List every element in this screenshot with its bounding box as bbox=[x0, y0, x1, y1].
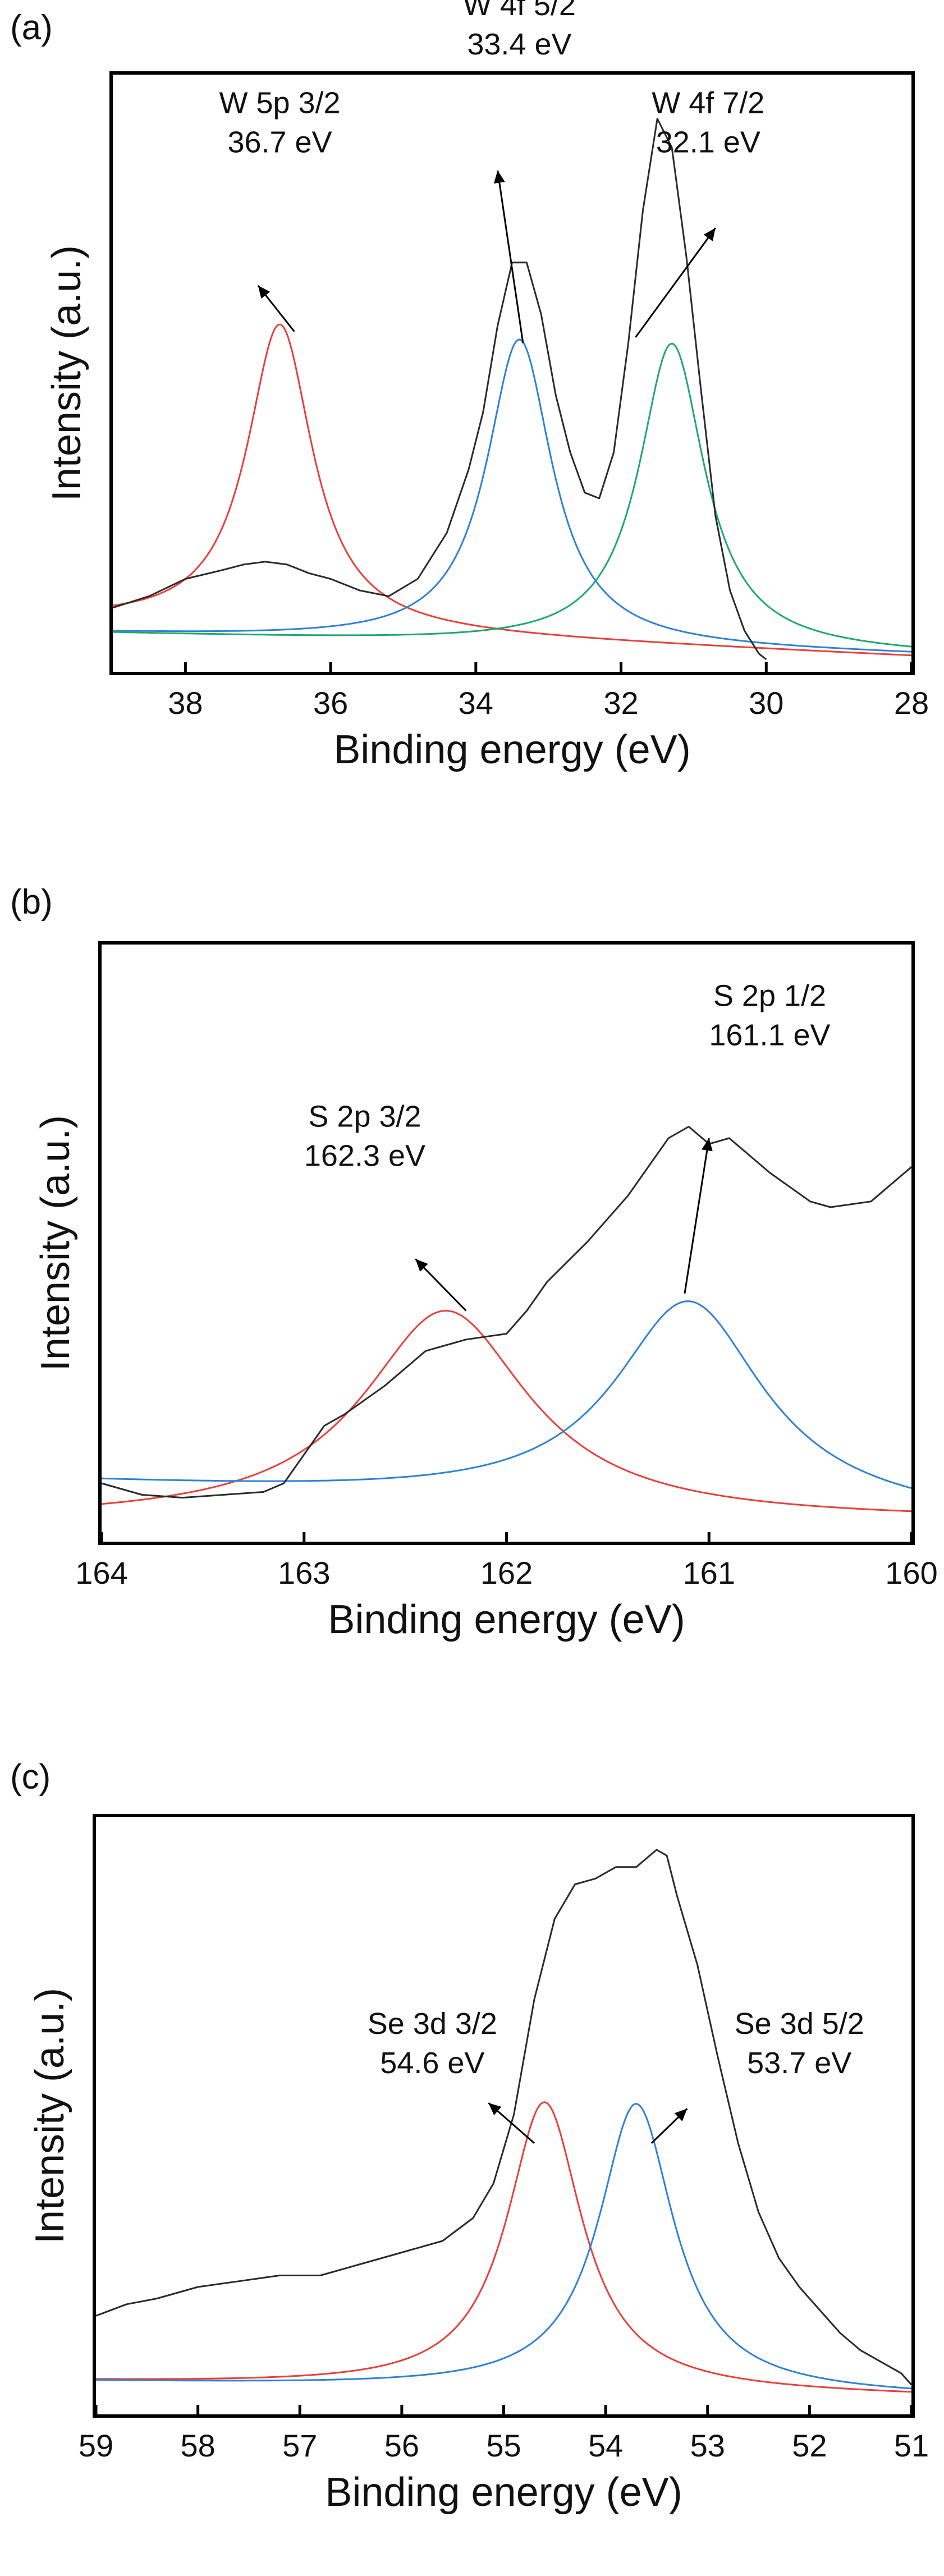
peak-annotation: S 2p 3/2 162.3 eV bbox=[304, 1100, 467, 1312]
peak-annotation-name: Se 3d 3/2 bbox=[368, 2007, 497, 2041]
x-tick-label: 52 bbox=[792, 2428, 827, 2463]
series-line-envelope bbox=[112, 118, 767, 661]
peak-annotation: W 5p 3/2 36.7 eV bbox=[219, 86, 341, 332]
y-axis-label: Intensity (a.u.) bbox=[33, 1115, 78, 1371]
panel-label: (a) bbox=[10, 8, 53, 47]
plot-frame bbox=[109, 71, 915, 675]
series-line-w-4f-5-2-fit bbox=[113, 338, 912, 653]
x-tick-label: 53 bbox=[690, 2428, 725, 2463]
peak-annotation-name: S 2p 3/2 bbox=[308, 1100, 421, 1134]
x-tick-label: 36 bbox=[313, 685, 348, 721]
peak-annotation: Se 3d 3/2 54.6 eV bbox=[368, 2007, 535, 2144]
series-line-se-3d-3-2-fit bbox=[96, 2101, 912, 2393]
annotation-arrow-head bbox=[674, 2109, 688, 2121]
x-tick-label: 55 bbox=[486, 2428, 521, 2463]
series-line-w-5p-3-2-fit bbox=[112, 323, 912, 657]
annotation-arrow-shaft bbox=[684, 1138, 710, 1294]
peak-annotation-energy: 53.7 eV bbox=[747, 2046, 851, 2080]
peak-annotation-energy: 54.6 eV bbox=[380, 2046, 484, 2080]
x-tick-label: 34 bbox=[459, 685, 493, 721]
peak-annotation: Se 3d 5/2 53.7 eV bbox=[650, 2007, 864, 2144]
x-axis-label: Binding energy (eV) bbox=[325, 2470, 682, 2515]
panel-b: (b) 164 163 162 161 160 Binding energy (eV) Int… bbox=[10, 883, 938, 1642]
panel-a: (a) 38 36 34 32 30 28 Binding energy (eV) Intens… bbox=[10, 0, 929, 772]
y-axis-label: Intensity (a.u.) bbox=[44, 245, 89, 501]
x-tick-label: 32 bbox=[603, 685, 638, 721]
annotation-arrow-shaft bbox=[497, 170, 524, 343]
series-line-se-3d-5-2-fit bbox=[96, 2103, 912, 2390]
x-tick-label: 38 bbox=[168, 685, 203, 721]
peak-annotation-energy: 162.3 eV bbox=[304, 1139, 425, 1173]
y-axis-label: Intensity (a.u.) bbox=[28, 1988, 72, 2244]
peak-annotation-energy: 36.7 eV bbox=[227, 125, 332, 159]
peak-annotation-name: Se 3d 5/2 bbox=[735, 2007, 864, 2041]
series-line-w-4f-7-2-fit bbox=[112, 342, 912, 648]
x-tick-label: 59 bbox=[79, 2428, 113, 2463]
annotation-arrow-head bbox=[703, 228, 716, 241]
annotation-arrow-head bbox=[488, 2103, 502, 2116]
annotation-arrow-shaft bbox=[635, 227, 716, 338]
peak-annotation-energy: 33.4 eV bbox=[467, 27, 571, 61]
x-axis-label: Binding energy (eV) bbox=[333, 727, 690, 772]
x-tick-label: 57 bbox=[282, 2428, 317, 2463]
x-tick-label: 160 bbox=[885, 1555, 937, 1590]
peak-annotation-name: W 4f 7/2 bbox=[652, 86, 764, 120]
peak-annotation-name: S 2p 1/2 bbox=[713, 979, 826, 1012]
annotation-arrow-head bbox=[258, 285, 271, 299]
peak-annotation-energy: 161.1 eV bbox=[709, 1018, 830, 1052]
x-tick-label: 162 bbox=[480, 1555, 533, 1590]
x-tick-label: 58 bbox=[180, 2428, 215, 2463]
panel-label: (b) bbox=[10, 883, 53, 922]
x-tick-label: 56 bbox=[384, 2428, 419, 2463]
peak-annotation: W 4f 5/2 33.4 eV bbox=[463, 0, 576, 343]
x-axis-label: Binding energy (eV) bbox=[328, 1597, 685, 1642]
peak-annotation: W 4f 7/2 32.1 eV bbox=[635, 86, 764, 338]
x-tick-label: 28 bbox=[894, 685, 929, 721]
series-line-envelope bbox=[95, 1849, 913, 2386]
peak-annotation-name: W 4f 5/2 bbox=[463, 0, 576, 22]
peak-annotation-energy: 32.1 eV bbox=[656, 125, 760, 159]
peak-annotation-name: W 5p 3/2 bbox=[219, 86, 340, 120]
series-line-envelope bbox=[101, 1126, 912, 1499]
x-tick-label: 161 bbox=[683, 1555, 735, 1590]
panel-c: (c) 59 58 57 56 55 54 53 52 51 Binding energy (eV)… bbox=[10, 1758, 929, 2515]
x-tick-label: 163 bbox=[278, 1555, 330, 1590]
x-tick-label: 51 bbox=[894, 2428, 929, 2463]
series-line-s-2p-1-2-fit bbox=[101, 1300, 912, 1489]
panel-label: (c) bbox=[10, 1758, 51, 1796]
annotation-arrow-head bbox=[415, 1259, 428, 1272]
x-tick-label: 54 bbox=[588, 2428, 623, 2463]
peak-annotation: S 2p 1/2 161.1 eV bbox=[684, 979, 831, 1294]
annotation-arrow-head bbox=[493, 170, 505, 184]
panels: (a) 38 36 34 32 30 28 Binding energy (eV) Intens… bbox=[10, 0, 938, 2515]
x-tick-label: 30 bbox=[749, 685, 783, 721]
x-tick-label: 164 bbox=[75, 1555, 127, 1590]
annotation-arrow-head bbox=[701, 1138, 713, 1152]
